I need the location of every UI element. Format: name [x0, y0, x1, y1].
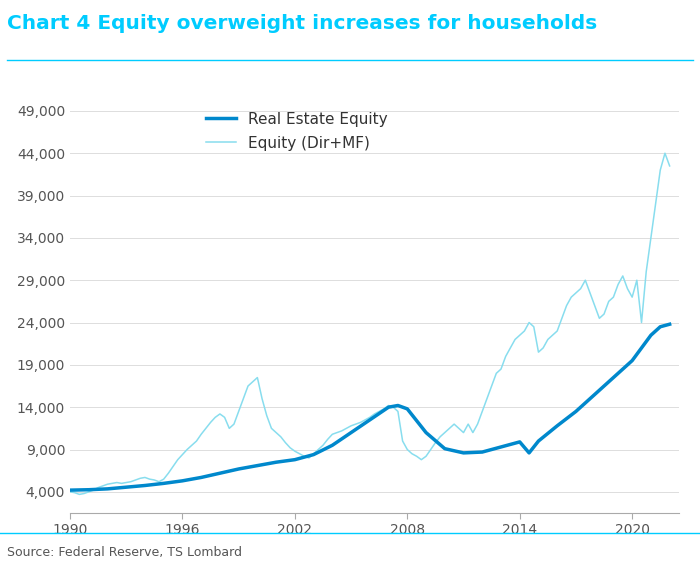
- Text: Chart 4 Equity overweight increases for households: Chart 4 Equity overweight increases for …: [7, 14, 597, 33]
- Text: Source: Federal Reserve, TS Lombard: Source: Federal Reserve, TS Lombard: [7, 545, 242, 559]
- Legend: Real Estate Equity, Equity (Dir+MF): Real Estate Equity, Equity (Dir+MF): [199, 106, 394, 157]
